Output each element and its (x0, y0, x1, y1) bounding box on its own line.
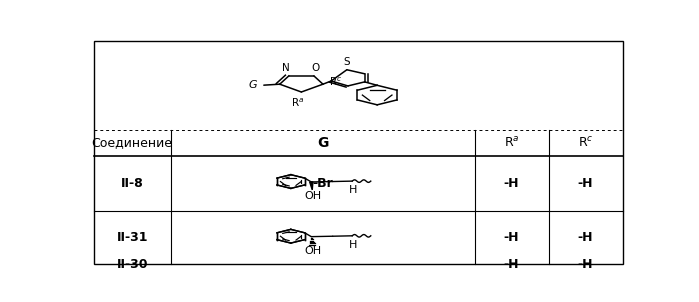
Text: R$^{c}$: R$^{c}$ (329, 76, 342, 88)
Text: -H: -H (504, 258, 519, 271)
Text: Соединение: Соединение (92, 137, 173, 149)
Text: OH: OH (305, 246, 322, 256)
Text: -H: -H (504, 177, 519, 190)
Text: R$^{a}$: R$^{a}$ (504, 136, 519, 150)
Text: R$^{c}$: R$^{c}$ (578, 136, 593, 150)
Text: -H: -H (578, 231, 593, 244)
Text: OH: OH (305, 191, 322, 201)
Text: S: S (343, 57, 350, 67)
Text: G: G (249, 80, 257, 90)
Text: -Br: -Br (312, 177, 333, 190)
Text: O: O (311, 63, 319, 73)
Text: H: H (349, 185, 357, 195)
Text: -H: -H (578, 177, 593, 190)
Text: R$^{a}$: R$^{a}$ (291, 96, 305, 109)
Text: II-8: II-8 (121, 177, 143, 190)
Text: II-31: II-31 (117, 231, 148, 244)
Text: N: N (282, 63, 290, 73)
Text: -H: -H (504, 231, 519, 244)
Text: II-30: II-30 (117, 258, 148, 271)
Text: -H: -H (578, 258, 593, 271)
Text: H: H (349, 240, 357, 250)
Polygon shape (310, 182, 313, 190)
Text: G: G (317, 136, 329, 150)
